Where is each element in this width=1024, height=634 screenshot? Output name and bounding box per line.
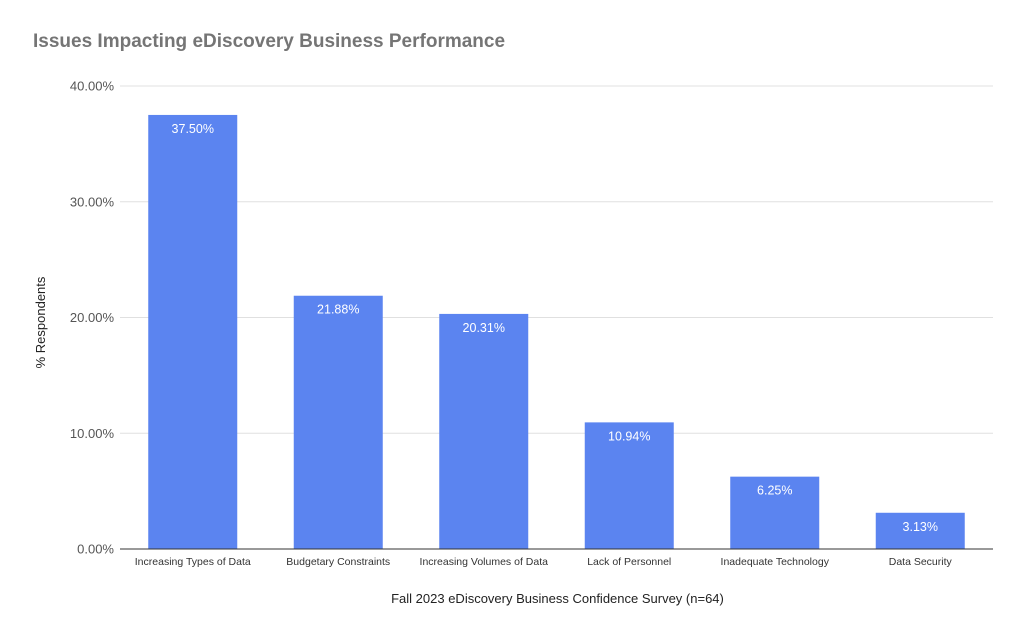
bar-value-label: 10.94% xyxy=(608,429,650,443)
y-axis-title: % Respondents xyxy=(33,276,48,368)
bar xyxy=(148,114,238,549)
y-tick-label: 40.00% xyxy=(70,79,115,94)
x-axis-ticks: Increasing Types of Data Budgetary Constr… xyxy=(135,556,953,568)
bar-value-label: 6.25% xyxy=(757,484,792,498)
x-tick-label: Inadequate Technology xyxy=(721,556,830,568)
bar xyxy=(875,512,965,549)
bar-value-label: 21.88% xyxy=(317,303,359,317)
bar-value-label: 20.31% xyxy=(463,321,505,335)
bar-value-labels: 37.50% 21.88% 20.31% 10.94% 6.25% 3.13% xyxy=(172,122,938,534)
x-tick-label: Data Security xyxy=(889,556,953,568)
chart-title: Issues Impacting eDiscovery Business Per… xyxy=(33,31,506,52)
bar-value-label: 3.13% xyxy=(903,520,938,534)
x-tick-label: Increasing Types of Data xyxy=(135,556,251,568)
y-tick-label: 0.00% xyxy=(77,542,114,557)
bar xyxy=(293,295,383,549)
y-axis-ticks: 0.00% 10.00% 20.00% 30.00% 40.00% xyxy=(70,79,115,557)
bar xyxy=(439,313,529,549)
bar-value-label: 37.50% xyxy=(172,122,214,136)
x-tick-label: Increasing Volumes of Data xyxy=(420,556,549,568)
bars xyxy=(148,114,965,549)
x-tick-label: Lack of Personnel xyxy=(587,556,671,568)
y-tick-label: 10.00% xyxy=(70,426,115,441)
bar xyxy=(584,422,674,549)
y-tick-label: 30.00% xyxy=(70,194,115,209)
y-tick-label: 20.00% xyxy=(70,310,115,325)
bar xyxy=(730,476,820,549)
gridlines xyxy=(120,85,993,434)
x-tick-label: Budgetary Constraints xyxy=(286,556,390,568)
x-axis-title: Fall 2023 eDiscovery Business Confidence… xyxy=(391,591,724,606)
